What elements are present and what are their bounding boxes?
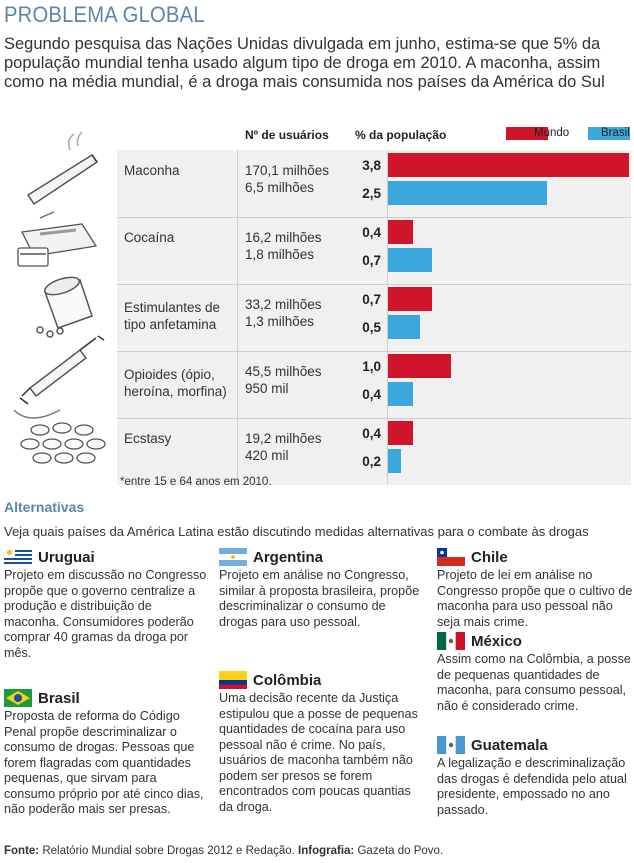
pct-label-brazil: 0,4 — [362, 387, 381, 402]
drug-illustrations — [13, 131, 106, 464]
source-credits: Fonte: Relatório Mundial sobre Drogas 20… — [4, 845, 443, 857]
drug-usage-chart: Nº de usuários % da população Mundo Bras… — [0, 120, 634, 485]
country-description: A legalização e descriminalização das dr… — [437, 756, 627, 817]
intro-text: Segundo pesquisa das Nações Unidas divul… — [4, 35, 605, 91]
bar-brazil — [388, 248, 432, 272]
source-value: Relatório Mundial sobre Drogas 2012 e Re… — [39, 845, 299, 857]
users-count: 16,2 milhões 1,8 milhões — [245, 230, 322, 262]
table-background — [117, 150, 631, 485]
colombia-flag-icon — [219, 671, 247, 689]
alternatives-title: Alternativas — [4, 499, 85, 515]
footnote: *entre 15 e 64 anos em 2010. — [120, 476, 272, 488]
drug-label: Estimulantes de tipo anfetamina — [124, 300, 221, 332]
pct-label-brazil: 0,5 — [362, 320, 381, 335]
country-name: Uruguai — [38, 548, 95, 566]
country-guatemala: Guatemala A legalização e descriminaliza… — [437, 735, 633, 818]
chile-flag-icon — [437, 548, 465, 566]
column-divider — [387, 150, 388, 485]
country-description: Proposta de reforma do Código Penal prop… — [4, 709, 204, 816]
bar-world — [388, 421, 413, 445]
joint-icon — [26, 131, 99, 206]
drug-label: Opioides (ópio, heroína, morfina) — [124, 367, 227, 399]
syringe-icon — [13, 335, 105, 419]
users-count: 45,5 milhões 950 mil — [245, 364, 322, 396]
pct-label-brazil: 2,5 — [362, 186, 381, 201]
pct-label-brazil: 0,2 — [362, 454, 381, 469]
country-colombia: Colômbia Uma decisão recente da Justiça … — [219, 670, 424, 815]
country-name: Chile — [471, 548, 508, 566]
country-description: Uma decisão recente da Justiça estipulou… — [219, 691, 418, 814]
column-header-pct: % da população — [355, 128, 447, 142]
drug-label: Ecstasy — [124, 431, 172, 446]
column-header-users: Nº de usuários — [245, 128, 329, 142]
country-name: Brasil — [38, 689, 80, 707]
drug-label: Cocaína — [124, 230, 175, 245]
country-brasil: Brasil Proposta de reforma do Código Pen… — [4, 688, 209, 818]
bar-brazil — [388, 181, 547, 205]
bar-world — [388, 220, 413, 244]
argentina-flag-icon — [219, 548, 247, 566]
bar-brazil — [388, 382, 413, 406]
legend-label-brazil: Brasil — [601, 127, 630, 139]
country-description: Projeto em análise no Congresso, similar… — [219, 568, 420, 629]
legend-swatch-brazil — [588, 127, 630, 140]
country-uruguai: Uruguai Projeto em discussão no Congress… — [4, 547, 209, 661]
pct-label-world: 0,4 — [362, 225, 381, 240]
pill-bottle-icon — [36, 276, 93, 338]
mexico-flag-icon — [437, 632, 465, 650]
pct-label-world: 1,0 — [362, 359, 381, 374]
legend-label-world: Mundo — [534, 127, 570, 139]
country-description: Assim como na Colômbia, a posse de peque… — [437, 652, 631, 713]
country-description: Projeto em discussão no Congresso propõe… — [4, 568, 207, 660]
row-divider — [117, 284, 631, 285]
row-divider — [117, 351, 631, 352]
country-name: Argentina — [253, 548, 324, 566]
drug-label: Maconha — [124, 163, 180, 178]
page-title: PROBLEMA GLOBAL — [4, 2, 205, 27]
bar-world — [388, 153, 629, 177]
bar-brazil — [388, 315, 420, 339]
users-count: 33,2 milhões 1,3 milhões — [245, 297, 322, 329]
bar-world — [388, 354, 451, 378]
bar-brazil — [388, 449, 401, 473]
country-description: Projeto de lei em análise no Congresso p… — [437, 568, 633, 629]
pct-label-world: 0,7 — [362, 292, 381, 307]
pct-label-brazil: 0,7 — [362, 253, 381, 268]
row-divider — [117, 418, 631, 419]
uruguay-flag-icon — [4, 548, 32, 566]
ecstasy-pills-icon — [20, 422, 106, 464]
infographic-label: Infografia: — [298, 845, 355, 857]
country-name: Colômbia — [253, 671, 322, 689]
country-chile: Chile Projeto de lei em análise no Congr… — [437, 547, 633, 630]
row-divider — [117, 217, 631, 218]
brazil-flag-icon — [4, 689, 32, 707]
column-divider — [237, 150, 238, 485]
country-mexico: México Assim como na Colômbia, a posse d… — [437, 631, 633, 714]
bar-world — [388, 287, 432, 311]
source-label: Fonte: — [4, 845, 40, 857]
country-name: México — [471, 632, 522, 650]
pct-label-world: 0,4 — [362, 426, 381, 441]
country-argentina: Argentina Projeto em análise no Congress… — [219, 547, 424, 630]
users-count: 170,1 milhões 6,5 milhões — [245, 163, 330, 195]
pct-label-world: 3,8 — [362, 158, 381, 173]
country-name: Guatemala — [471, 736, 548, 754]
alternatives-intro: Veja quais países da América Latina estã… — [4, 524, 589, 539]
users-count: 19,2 milhões 420 mil — [245, 431, 322, 463]
cocaine-icon — [17, 211, 98, 267]
legend-swatch-world — [506, 127, 548, 140]
infographic-value: Gazeta do Povo. — [354, 845, 444, 857]
guatemala-flag-icon — [437, 736, 465, 754]
